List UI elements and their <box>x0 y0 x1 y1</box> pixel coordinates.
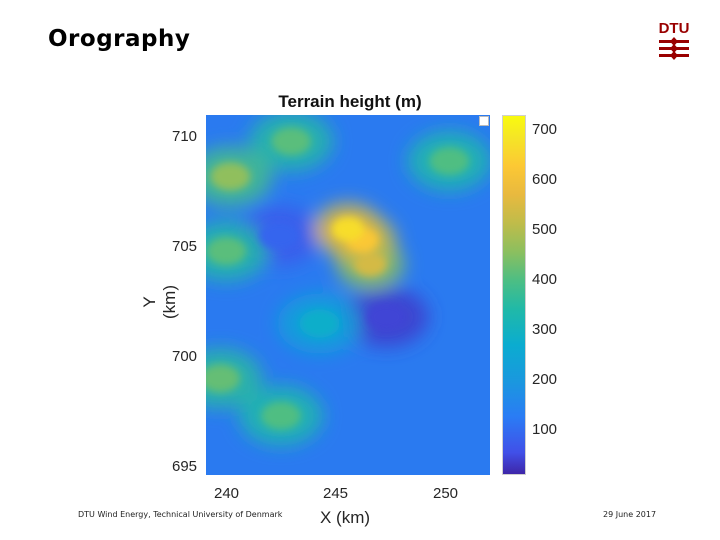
footer-date: 29 June 2017 <box>603 510 657 519</box>
colorbar-tick-label: 500 <box>532 221 558 238</box>
colorbar-tick-label: 600 <box>532 171 558 188</box>
terrain-feature <box>332 217 364 242</box>
colorbar-tick-label: 400 <box>532 271 558 288</box>
x-tick-label: 250 <box>433 485 459 502</box>
colorbar-tick-label: 200 <box>532 371 558 388</box>
y-tick-label: 700 <box>172 348 198 365</box>
logo-text: DTU <box>659 20 690 37</box>
terrain-feature <box>261 401 302 430</box>
x-tick-label: 245 <box>323 485 349 502</box>
terrain-heatmap <box>206 115 490 475</box>
corner-marker <box>479 116 489 126</box>
y-axis-label: Y (km) <box>140 285 179 319</box>
chart-title: Terrain height (m) <box>278 92 422 111</box>
x-tick-label: 240 <box>214 485 240 502</box>
colorbar-tick-label: 700 <box>532 121 558 138</box>
terrain-feature <box>354 252 387 277</box>
y-tick-label: 705 <box>172 238 198 255</box>
terrain-feature <box>271 127 312 156</box>
terrain-feature <box>299 309 340 338</box>
terrain-feature <box>206 364 241 393</box>
terrain-feature <box>259 221 300 250</box>
colorbar <box>502 115 526 475</box>
terrain-feature <box>429 147 470 176</box>
terrain-feature <box>206 237 247 266</box>
terrain-feature <box>210 162 251 191</box>
colorbar-tick-label: 100 <box>532 421 558 438</box>
y-tick-label: 695 <box>172 458 198 475</box>
x-axis-label: X (km) <box>320 508 371 527</box>
footer-organization: DTU Wind Energy, Technical University of… <box>78 510 283 519</box>
terrain-feature <box>366 302 407 331</box>
dtu-logo: DTU <box>659 20 690 60</box>
slide-title: Orography <box>48 26 191 52</box>
colorbar-tick-label: 300 <box>532 321 558 338</box>
y-tick-label: 710 <box>172 128 198 145</box>
